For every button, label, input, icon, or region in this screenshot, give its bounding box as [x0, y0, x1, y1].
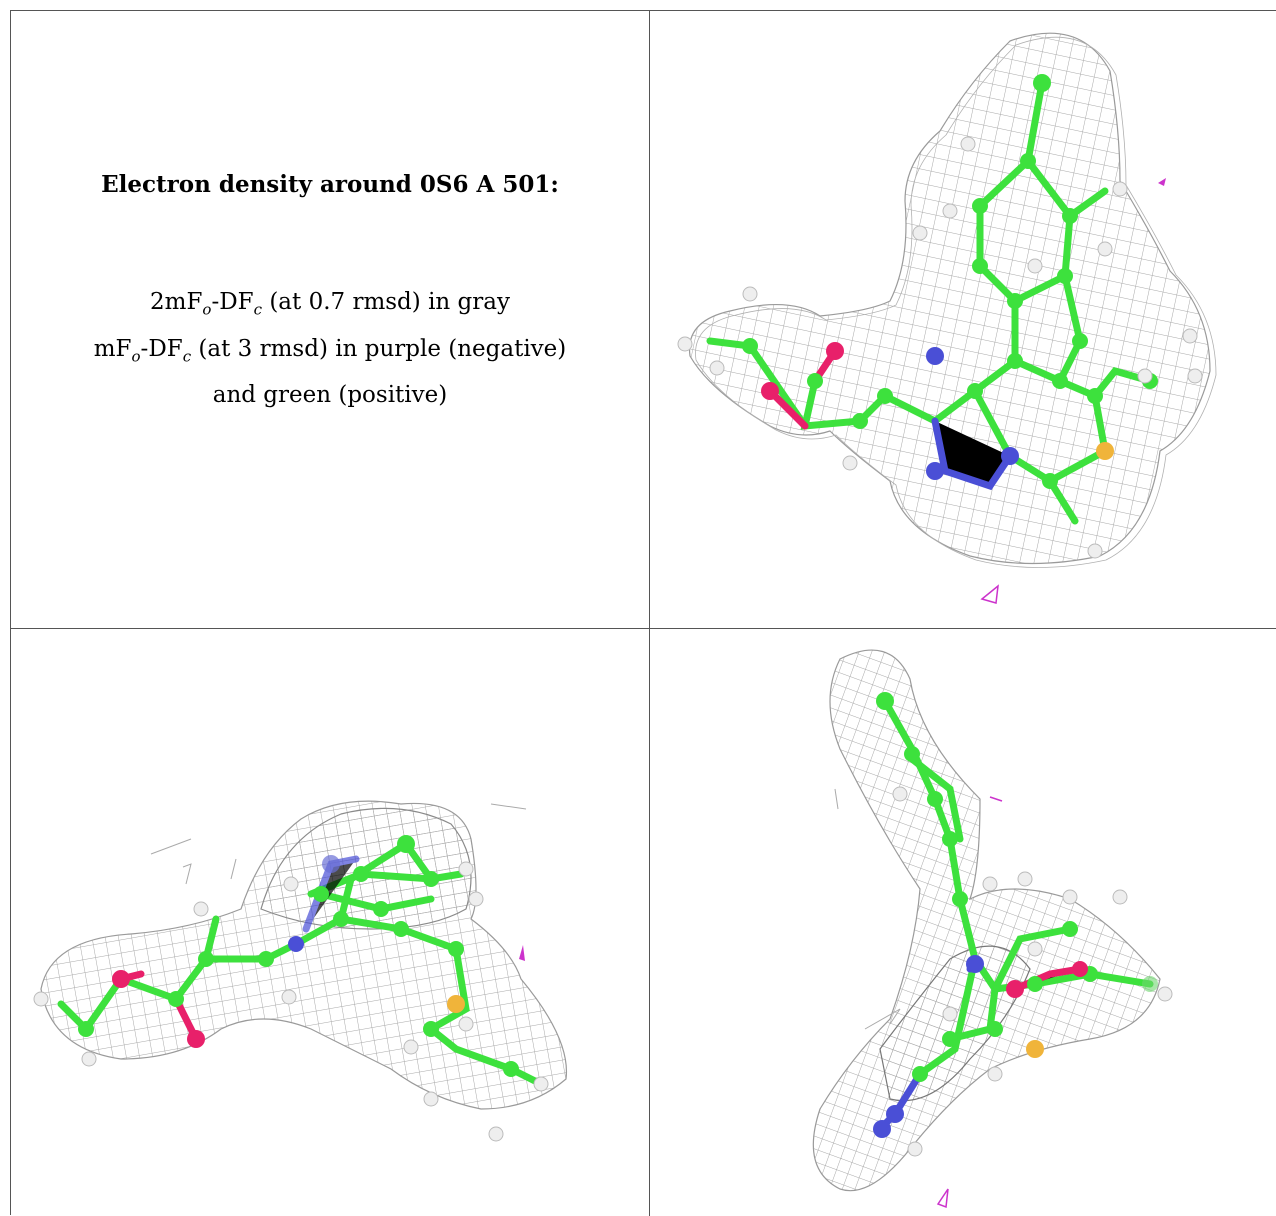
molecule-density-view-1-icon — [677, 32, 1217, 604]
molecule-density-view-2-icon — [33, 800, 568, 1142]
molecule-view-2 — [11, 629, 650, 1216]
caption-title: Electron density around 0S6 A 501: — [101, 171, 559, 198]
molecule-view-3 — [650, 629, 1276, 1216]
caption-cell: Electron density around 0S6 A 501: 2mFo-… — [11, 11, 650, 629]
figure-grid: Electron density around 0S6 A 501: 2mFo-… — [10, 10, 1276, 1216]
caption-line-2: mFo-DFc (at 3 rmsd) in purple (negative) — [93, 335, 567, 366]
caption-line-3: and green (positive) — [212, 382, 448, 409]
molecule-view-1 — [650, 11, 1276, 629]
caption-line-1: 2mFo-DFc (at 0.7 rmsd) in gray — [150, 289, 510, 319]
caption-text: 2mFo-DFc (at 0.7 rmsd) in gray mFo-DFc (… — [11, 283, 649, 415]
molecule-density-view-3-icon — [812, 649, 1173, 1209]
